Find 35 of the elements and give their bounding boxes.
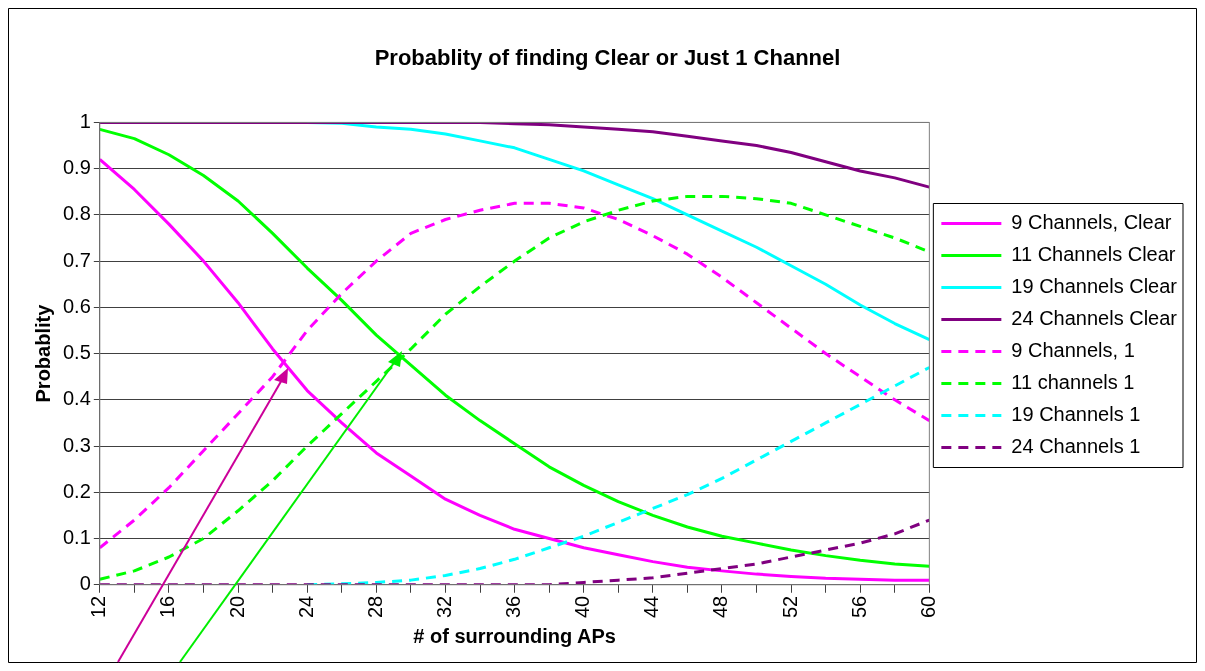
x-axis-title: # of surrounding APs (413, 624, 616, 647)
y-tick-label: 0.9 (62, 156, 91, 179)
legend-label: 24 Channels Clear (1011, 307, 1178, 330)
x-tick-label: 12 (87, 595, 110, 618)
legend-label: 11 Channels Clear (1011, 243, 1176, 266)
x-tick-label: 56 (847, 595, 870, 618)
legend-label: 19 Channels 1 (1011, 403, 1141, 426)
legend-label: 9 Channels, Clear (1011, 211, 1172, 234)
x-tick-label: 36 (502, 595, 525, 618)
y-tick-label: 0.7 (62, 248, 91, 271)
legend-label: 24 Channels 1 (1011, 435, 1141, 458)
y-tick-label: 0.3 (62, 433, 91, 456)
x-tick-label: 40 (571, 595, 594, 618)
x-tick-label: 52 (778, 595, 801, 618)
legend-label: 9 Channels, 1 (1011, 339, 1135, 362)
y-tick-label: 0 (79, 572, 91, 595)
x-tick-label: 24 (294, 595, 317, 618)
x-tick-label: 16 (156, 595, 179, 618)
x-tick-label: 20 (225, 595, 248, 618)
y-tick-label: 0.2 (62, 479, 91, 502)
chart-title: Probablity of finding Clear or Just 1 Channel (374, 45, 841, 71)
x-tick-label: 48 (709, 595, 732, 618)
y-tick-label: 1 (79, 109, 91, 132)
y-tick-label: 0.5 (62, 341, 91, 364)
y-tick-label: 0.6 (62, 294, 91, 317)
y-tick-label: 0.8 (62, 202, 91, 225)
y-tick-label: 0.1 (62, 526, 91, 549)
y-axis-title: Probablity (31, 303, 54, 403)
x-tick-label: 60 (916, 595, 939, 618)
x-tick-label: 28 (363, 595, 386, 618)
y-tick-label: 0.4 (62, 387, 91, 410)
legend-label: 11 channels 1 (1011, 371, 1135, 394)
x-tick-label: 44 (640, 595, 663, 618)
x-tick-label: 32 (432, 595, 455, 618)
legend-label: 19 Channels Clear (1011, 275, 1178, 298)
